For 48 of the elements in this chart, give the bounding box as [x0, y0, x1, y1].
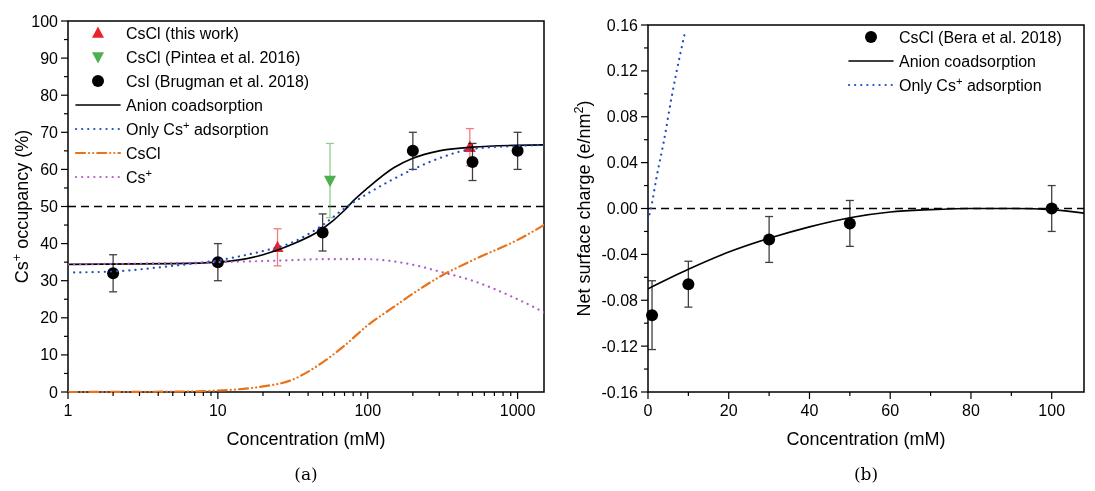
point: [843, 217, 856, 230]
y-tick-label: 0.00: [606, 200, 639, 217]
legend-label: CsCl: [126, 145, 161, 162]
y-tick-label: 80: [40, 86, 59, 104]
y-tick-label: 30: [40, 272, 59, 290]
y-tick-label: 0.16: [606, 16, 639, 34]
y-tick-label: 0.04: [606, 154, 639, 172]
y-tick-label: 40: [40, 235, 59, 253]
line-series: [648, 34, 686, 222]
y-tick-label: -0.08: [601, 291, 639, 309]
text: (a): [294, 464, 318, 484]
x-tick-label: 0: [643, 402, 653, 419]
y-tick-label: 20: [40, 309, 59, 327]
x-tick-label: 60: [881, 402, 900, 419]
x-tick-label: 80: [962, 402, 980, 419]
legend-label: CsCl (Pintea et al. 2016): [126, 49, 301, 66]
text: (b): [853, 464, 879, 484]
legend-label: Cs$^{+}$: [126, 167, 153, 186]
y-tick-label: 100: [31, 12, 59, 30]
y-tick-label: -0.16: [601, 383, 639, 401]
x-tick-label: 20: [719, 402, 738, 419]
y-tick-label: 10: [40, 346, 59, 364]
x-tick-label: 100: [1038, 402, 1066, 419]
x-tick-label: 10: [208, 402, 227, 419]
x-axis-title: Concentration (mM): [226, 429, 386, 449]
y-tick-label: 70: [40, 123, 59, 141]
legend-label: Anion coadsorption: [899, 53, 1036, 70]
y-tick-label: 0.12: [606, 62, 639, 80]
legend-label: CsI (Brugman et al. 2018): [126, 73, 310, 90]
legend-label: CsCl (this work): [126, 25, 239, 42]
y-tick-label: 50: [40, 198, 59, 215]
y-tick-label: 0.08: [606, 108, 639, 126]
x-tick-label: 100: [354, 402, 382, 419]
y-tick-label: -0.04: [601, 245, 639, 263]
legend-label: Anion coadsorption: [126, 97, 263, 114]
y-tick-label: 60: [40, 160, 59, 178]
x-tick-label: 1000: [499, 402, 536, 419]
y-tick-label: 90: [40, 49, 59, 67]
point: [682, 278, 695, 291]
legend-label: Only Cs$^{+}$ adsorption: [126, 119, 269, 138]
x-tick-label: 40: [800, 402, 819, 419]
x-axis-title: Concentration (mM): [786, 429, 946, 449]
y-tick-label: -0.12: [601, 337, 639, 355]
y-tick-label: 0: [49, 383, 59, 401]
x-tick-label: 1: [63, 402, 73, 419]
point: [646, 309, 659, 322]
legend-label: CsCl (Bera et al. 2018): [899, 29, 1062, 46]
legend-label: Only Cs$^{+}$ adsorption: [899, 75, 1042, 94]
